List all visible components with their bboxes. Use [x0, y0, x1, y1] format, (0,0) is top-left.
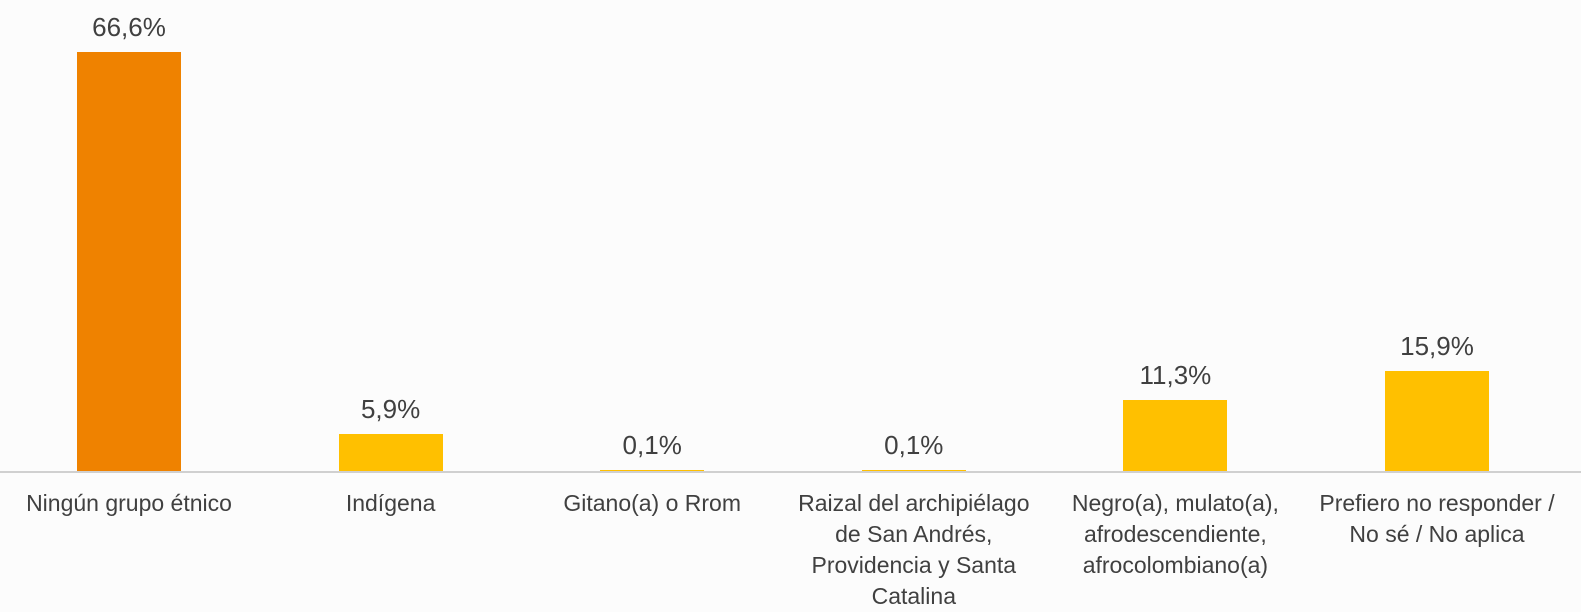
x-tick-label: Prefiero no responder / No sé / No aplic… — [1319, 490, 1555, 547]
value-label: 0,1% — [884, 430, 944, 461]
x-tick-label: Gitano(a) o Rrom — [563, 490, 742, 516]
value-label: 5,9% — [360, 393, 421, 424]
bar — [600, 470, 705, 471]
value-label: 11,3% — [1139, 359, 1212, 390]
x-tick-label: Indígena — [345, 490, 436, 516]
x-tick-label: Ningún grupo étnico — [26, 490, 232, 516]
x-tick-label: Raizal del archipiélago de San Andrés, P… — [798, 490, 1030, 609]
value-label: 0,1% — [622, 430, 682, 461]
bar — [338, 433, 443, 471]
value-label: 66,6% — [92, 12, 166, 43]
bar — [1385, 370, 1489, 471]
x-tick-label: Negro(a), mulato(a), afrodescendiente, a… — [1071, 490, 1279, 578]
bar — [77, 52, 181, 471]
baseline — [0, 471, 1581, 473]
value-label: 15,9% — [1400, 330, 1474, 361]
bar — [861, 470, 966, 471]
bar — [1123, 399, 1228, 471]
